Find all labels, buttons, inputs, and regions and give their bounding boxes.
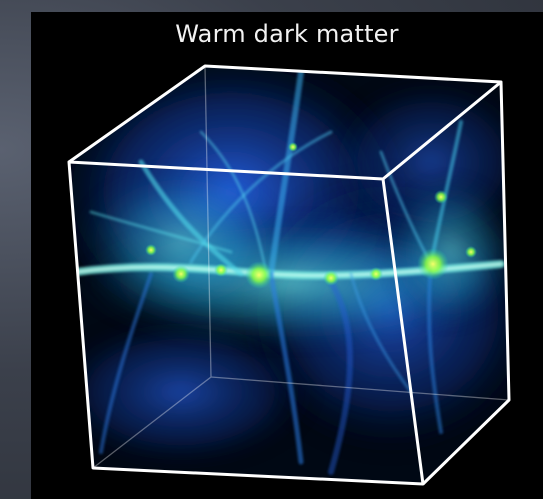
simulation-cube-visualization xyxy=(67,64,511,486)
dark-matter-volume xyxy=(69,66,509,484)
slide-title: Warm dark matter xyxy=(175,20,399,48)
cube-front-edges xyxy=(67,64,511,486)
halo-nodes xyxy=(145,142,477,289)
image-panel: Warm dark matter xyxy=(31,12,543,499)
